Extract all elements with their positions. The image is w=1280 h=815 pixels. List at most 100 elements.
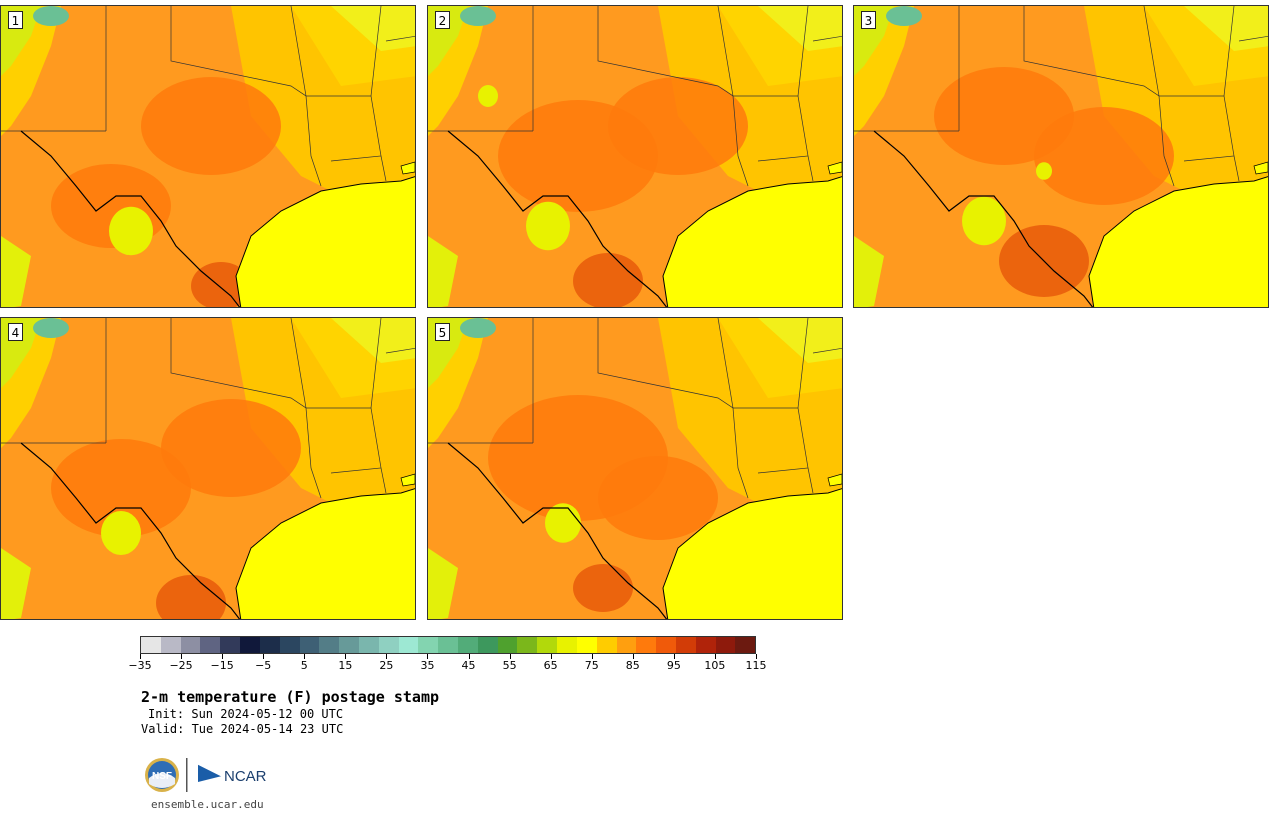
temperature-map	[1, 318, 415, 619]
lake-region	[827, 161, 842, 175]
colorbar-tick-label: 15	[338, 659, 353, 672]
state-border	[385, 35, 415, 42]
colorbar-tick	[673, 654, 675, 659]
colorbar-tick	[468, 654, 470, 659]
colorbar-tick-label: 35	[420, 659, 435, 672]
coastline	[235, 176, 415, 307]
colorbar-swatch	[418, 637, 439, 653]
svg-text:NSF: NSF	[152, 771, 172, 782]
colorbar-tick	[304, 654, 306, 659]
member-number-badge: 5	[435, 323, 450, 341]
nsf-logo-icon: NSF	[145, 758, 179, 792]
logo-group: NSF NCAR	[144, 756, 274, 794]
hot-region	[1034, 107, 1174, 205]
colorbar-swatch	[497, 637, 518, 653]
valid-time: Valid: Tue 2024-05-14 23 UTC	[141, 722, 344, 736]
hot-region	[161, 399, 301, 497]
cool-region	[101, 511, 141, 555]
colorbar-tick	[222, 654, 224, 659]
cool-region	[1, 236, 31, 307]
colorbar-tick-label: −5	[255, 659, 272, 672]
cool-peak-region	[33, 6, 69, 26]
colorbar-swatch	[141, 637, 161, 653]
colorbar-tick	[386, 654, 388, 659]
ensemble-member-map-4: 4	[0, 317, 416, 620]
state-border	[428, 6, 749, 187]
logo-divider	[186, 758, 188, 792]
colorbar-tick	[756, 654, 757, 659]
colorbar-swatch	[200, 637, 221, 653]
colorbar-swatch	[358, 637, 379, 653]
gulf-of-mexico	[1089, 176, 1268, 307]
cool-peak-region	[886, 6, 922, 26]
temperature-map	[428, 6, 842, 307]
temperature-map	[854, 6, 1268, 307]
init-time: Init: Sun 2024-05-12 00 UTC	[148, 707, 344, 721]
very-hot-region	[156, 575, 226, 619]
international-border	[20, 130, 241, 307]
ncar-logo-icon: NCAR	[197, 763, 267, 785]
ensemble-member-map-5: 5	[427, 317, 843, 620]
member-number-badge: 4	[8, 323, 23, 341]
very-hot-region	[191, 262, 251, 307]
colorbar-tick	[550, 654, 552, 659]
colorbar-tick	[509, 654, 511, 659]
very-hot-region	[573, 253, 643, 307]
gulf-of-mexico	[236, 488, 415, 619]
hot-region	[51, 439, 191, 537]
member-number-badge: 2	[435, 11, 450, 29]
colorbar-tick	[427, 654, 429, 659]
state-border	[428, 318, 749, 499]
colorbar-swatch	[240, 637, 260, 653]
colorbar-swatch	[576, 637, 597, 653]
cool-peak-region	[460, 318, 496, 338]
colorbar-swatch	[537, 637, 558, 653]
cool-region	[428, 236, 458, 307]
member-number-badge: 1	[8, 11, 23, 29]
cool-region	[526, 201, 570, 251]
cool-region	[545, 503, 581, 543]
state-border	[1223, 6, 1240, 182]
colorbar-tick-label: −25	[169, 659, 193, 672]
cool-region	[478, 85, 498, 107]
state-border	[1, 318, 322, 499]
colorbar-ticks: −35 −25 −15 −5 5 15 25 35 45 55 65 75 85 95 105 115	[128, 654, 767, 674]
colorbar-swatch	[319, 637, 340, 653]
international-border	[20, 442, 241, 619]
colorbar-swatch	[438, 637, 458, 653]
cool-region	[854, 236, 884, 307]
colorbar-swatch	[675, 637, 696, 653]
cool-region	[428, 548, 458, 619]
state-border	[1238, 35, 1268, 42]
coastline	[662, 488, 842, 619]
colorbar-swatch	[477, 637, 498, 653]
colorbar-swatch	[695, 637, 716, 653]
colorbar-swatch	[299, 637, 320, 653]
cool-region	[1, 548, 31, 619]
ensemble-member-map-2: 2	[427, 5, 843, 308]
coastline	[235, 488, 415, 619]
coastline	[1088, 176, 1268, 307]
temperature-map	[428, 318, 842, 619]
temperature-map	[1, 6, 415, 307]
colorbar-swatch	[378, 637, 399, 653]
cool-region	[109, 206, 153, 256]
gulf-of-mexico	[236, 176, 415, 307]
state-border	[854, 6, 1175, 187]
gulf-of-mexico	[663, 488, 842, 619]
colorbar-tick	[591, 654, 593, 659]
colorbar-tick-label: 55	[502, 659, 517, 672]
ensemble-member-map-1: 1	[0, 5, 416, 308]
cool-region	[1036, 162, 1052, 180]
colorbar-tick-label: 5	[300, 659, 308, 672]
very-hot-region	[573, 564, 633, 612]
colorbar-swatch	[458, 637, 478, 653]
hot-region	[598, 456, 718, 540]
colorbar-swatch	[259, 637, 280, 653]
colorbar-swatch	[636, 637, 657, 653]
cool-peak-region	[460, 6, 496, 26]
site-url: ensemble.ucar.edu	[151, 798, 264, 811]
colorbar-tick-label: −35	[128, 659, 152, 672]
state-border	[385, 347, 415, 354]
temperature-colorbar	[140, 636, 756, 654]
